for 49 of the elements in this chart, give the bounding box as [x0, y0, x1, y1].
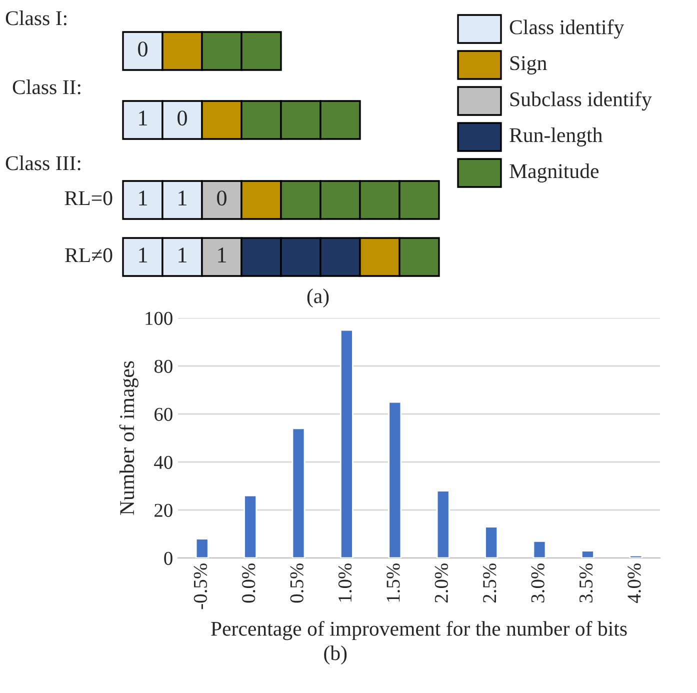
y-tick-label: 20 — [154, 504, 172, 517]
text: Class III: — [6, 156, 80, 170]
x-tick-label: 0.5% — [290, 564, 304, 603]
text: 1 — [178, 248, 186, 262]
bar — [532, 540, 546, 558]
text: (a) — [307, 288, 329, 308]
text: (b) — [324, 646, 347, 664]
y-tick-label: 0 — [164, 552, 172, 565]
x-tick-label: 1.0% — [338, 564, 352, 602]
x-tick-label: 3.0% — [531, 564, 544, 602]
x-tick-label: 1.5% — [386, 564, 400, 602]
text: 0 — [178, 110, 187, 126]
legend-label: Run-length — [510, 128, 602, 146]
text: 1 — [139, 190, 147, 206]
bar — [195, 538, 209, 558]
y-tick-label: 60 — [154, 408, 172, 421]
text: 0 — [217, 190, 226, 206]
x-axis-title: Percentage of improvement for the number of bits — [211, 620, 627, 640]
text: 1 — [178, 190, 186, 206]
bar — [244, 494, 258, 558]
y-tick-label: 100 — [146, 312, 172, 325]
x-tick-label: -0.5% — [194, 564, 208, 610]
bar — [436, 490, 450, 558]
x-tick-label: 2.0% — [434, 564, 448, 603]
bar — [580, 550, 594, 558]
text: 1 — [218, 248, 226, 262]
category-label: RL=0 — [64, 191, 112, 206]
category-label: RL≠0 — [65, 248, 112, 262]
bar — [484, 526, 498, 558]
bar — [388, 401, 402, 558]
text: 0 — [138, 42, 148, 57]
legend-label: Subclass identify — [510, 91, 652, 111]
text: 1 — [139, 110, 147, 126]
x-tick-label: 4.0% — [628, 564, 641, 603]
legend-label: Class identify — [510, 19, 624, 39]
x-tick-label: 3.5% — [579, 564, 593, 602]
bar — [340, 329, 354, 558]
legend-label: Sign — [510, 56, 547, 74]
text: 1 — [139, 248, 147, 262]
bar — [629, 554, 643, 558]
legend-label: Magnitude — [510, 164, 599, 182]
y-tick-label: 40 — [154, 456, 172, 469]
x-tick-label: 2.5% — [483, 564, 496, 603]
category-label: Class I: — [6, 10, 66, 26]
y-axis-title: Number of images — [119, 361, 138, 515]
bar — [292, 428, 306, 558]
category-label: Class II: — [12, 80, 80, 94]
y-tick-label: 80 — [154, 360, 172, 373]
x-tick-label: 0.0% — [242, 564, 256, 603]
